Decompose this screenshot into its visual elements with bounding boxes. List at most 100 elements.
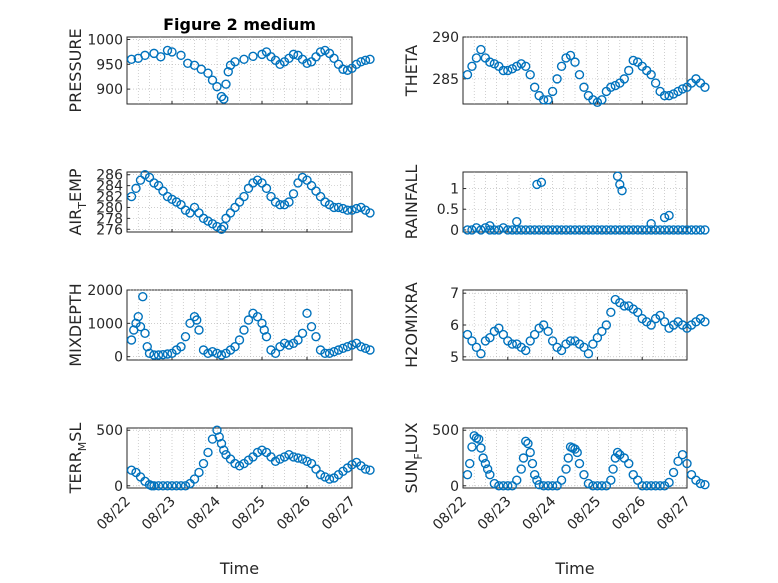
- data-point: [234, 335, 245, 345]
- y-tick-label: 0: [114, 479, 123, 495]
- data-point: [153, 481, 164, 491]
- data-point: [324, 348, 335, 359]
- data-point: [248, 51, 258, 62]
- data-point: [619, 301, 629, 311]
- data-point: [462, 329, 473, 340]
- data-point: [650, 481, 661, 491]
- data-point: [315, 191, 326, 202]
- data-point: [135, 321, 146, 332]
- data-point: [194, 325, 204, 335]
- data-point: [606, 307, 616, 317]
- data-point: [610, 225, 621, 235]
- data-point: [516, 464, 526, 474]
- data-point: [214, 432, 224, 442]
- data-point: [563, 453, 573, 463]
- data-point: [610, 80, 621, 91]
- data-point: [536, 177, 547, 188]
- data-point: [462, 69, 473, 80]
- data-point: [677, 84, 688, 94]
- data-point: [529, 225, 540, 235]
- data-point: [365, 465, 375, 475]
- data-point: [583, 478, 594, 489]
- data-point: [655, 310, 665, 321]
- data-point: [275, 200, 285, 210]
- data-point: [293, 453, 303, 463]
- data-point: [624, 458, 634, 469]
- data-point: [338, 343, 348, 354]
- data-point: [700, 317, 710, 327]
- data-point: [612, 447, 623, 458]
- data-point: [574, 69, 585, 80]
- y-tick-label: 900: [96, 82, 123, 98]
- data-point: [592, 333, 603, 343]
- data-point: [700, 225, 710, 235]
- y-tick-label: 950: [96, 57, 123, 73]
- data-point: [664, 210, 674, 221]
- y-tick-label: 6: [450, 318, 459, 334]
- data-point: [219, 94, 229, 104]
- data-point: [162, 45, 173, 56]
- data-point: [189, 474, 200, 484]
- data-point: [494, 323, 504, 333]
- data-point: [503, 65, 513, 76]
- data-point: [144, 348, 155, 359]
- data-point: [485, 221, 495, 231]
- data-point: [529, 469, 540, 480]
- data-point: [351, 59, 362, 69]
- x-tick-label: 08/27: [654, 494, 694, 534]
- data-point: [619, 225, 629, 235]
- data-point: [462, 469, 473, 480]
- data-point: [529, 82, 540, 92]
- data-point: [465, 458, 475, 469]
- data-point: [633, 307, 643, 317]
- data-point: [347, 205, 357, 215]
- data-point: [552, 481, 562, 491]
- data-point: [259, 325, 269, 335]
- data-point: [356, 341, 366, 352]
- data-point: [601, 481, 612, 491]
- data-point: [144, 172, 155, 183]
- data-point: [561, 53, 571, 63]
- data-point: [293, 335, 303, 345]
- x-tick-label: 08/24: [520, 493, 560, 533]
- data-point: [512, 216, 522, 227]
- x-tick-label: 08/23: [475, 494, 515, 534]
- data-point: [547, 225, 558, 235]
- data-point: [138, 291, 148, 302]
- x-tick-label: 08/26: [609, 493, 649, 533]
- data-point: [360, 343, 371, 354]
- data-point: [655, 225, 665, 235]
- data-point: [673, 225, 683, 235]
- data-point: [538, 225, 549, 235]
- data-point: [518, 453, 529, 463]
- subplot-theta: 285 290 THETA: [402, 30, 710, 108]
- data-point: [284, 449, 294, 460]
- data-point: [315, 47, 326, 57]
- data-point: [597, 95, 607, 105]
- data-point: [153, 350, 164, 360]
- data-point: [646, 481, 656, 491]
- data-point: [592, 225, 603, 235]
- data-point: [570, 57, 580, 67]
- data-point: [473, 434, 484, 444]
- data-point: [538, 320, 549, 330]
- data-point: [628, 225, 638, 235]
- data-point: [655, 481, 665, 491]
- data-point: [185, 208, 195, 218]
- data-point: [162, 481, 173, 491]
- data-point: [223, 67, 233, 77]
- data-point: [467, 442, 477, 452]
- data-point: [311, 186, 321, 196]
- data-point: [637, 481, 647, 491]
- data-point: [565, 225, 576, 235]
- data-point: [239, 325, 249, 335]
- data-point: [360, 55, 371, 66]
- data-point: [538, 481, 549, 491]
- data-point: [525, 447, 535, 458]
- data-point: [194, 467, 204, 478]
- data-point: [212, 348, 222, 359]
- data-point: [664, 90, 674, 101]
- y-tick-label: 278: [96, 211, 123, 227]
